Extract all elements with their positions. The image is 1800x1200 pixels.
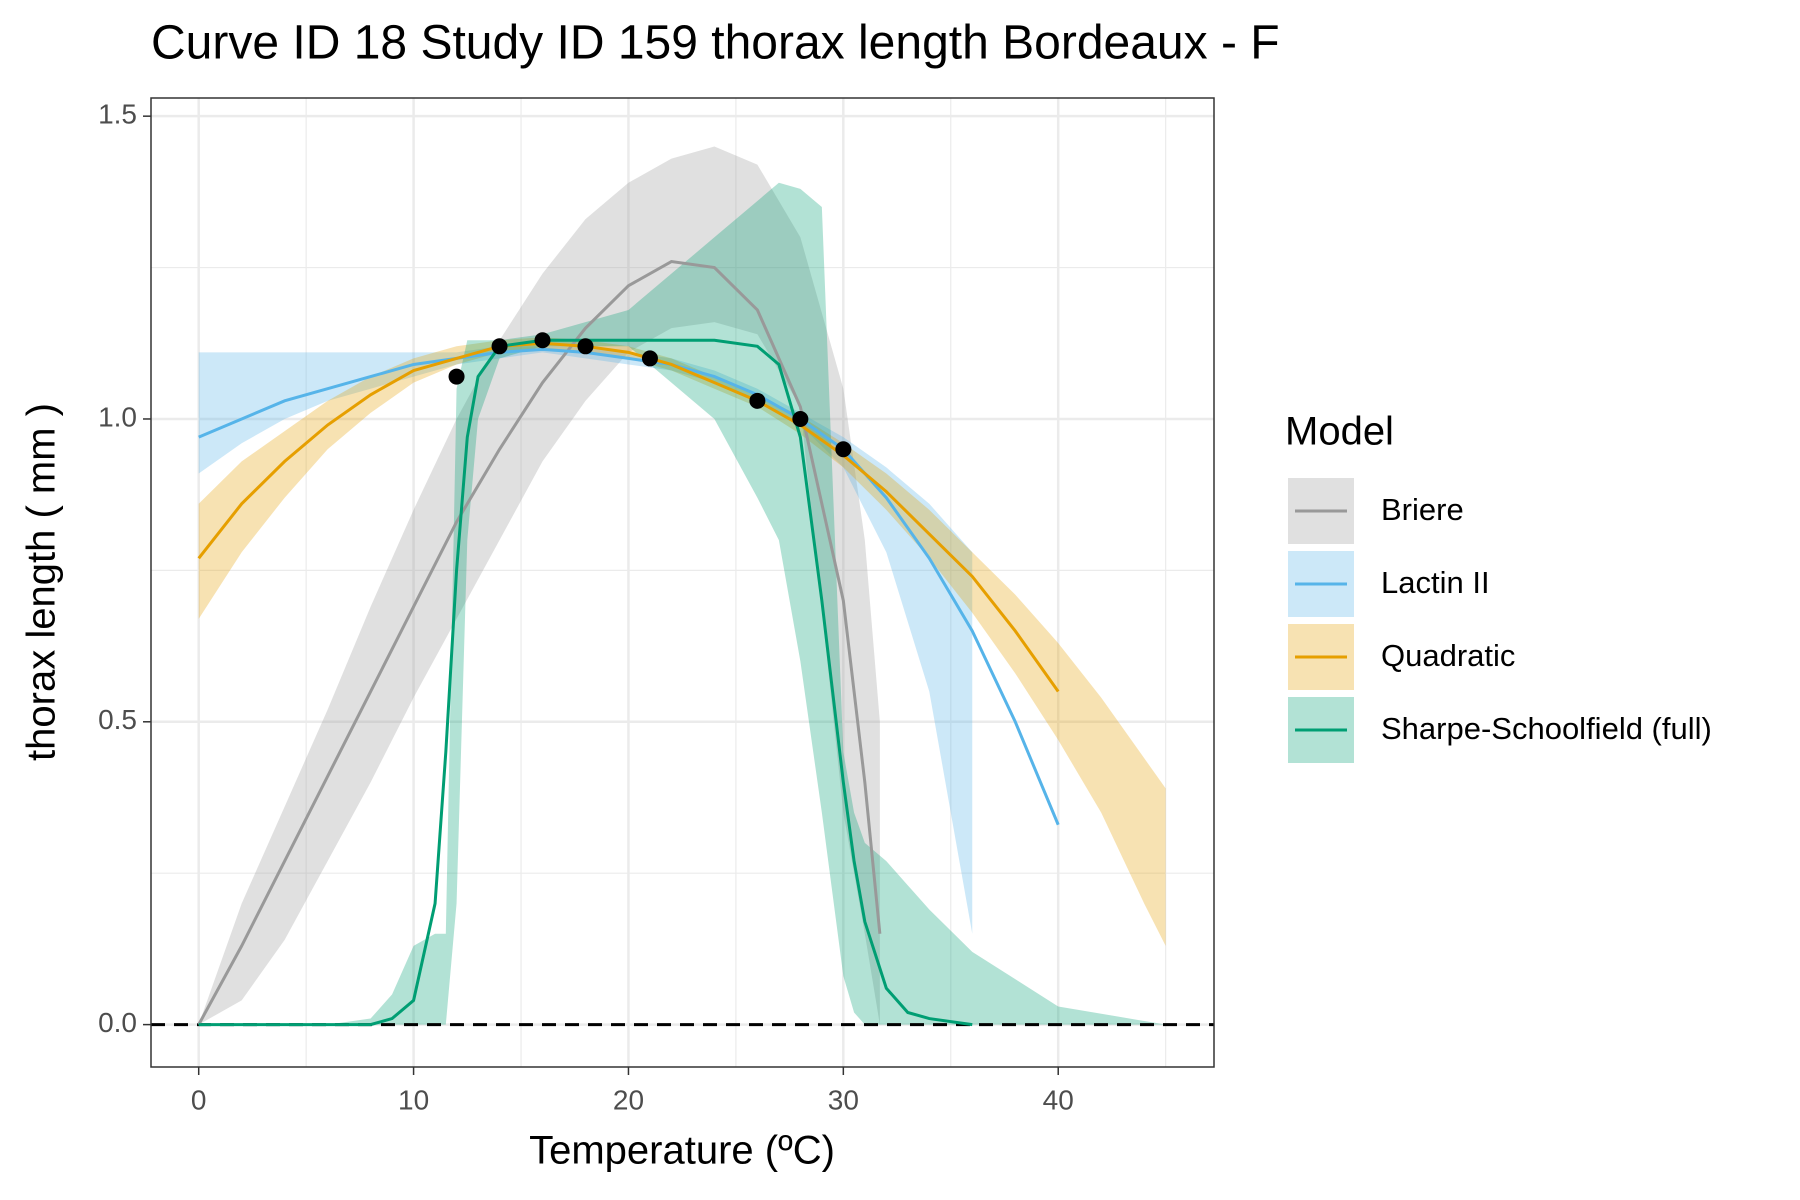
confidence-ribbon [198,182,1166,1025]
confidence-ribbon [198,146,880,1025]
y-tick-label: 1.5 [98,99,137,130]
y-tick-label: 0.0 [98,1007,137,1038]
legend-label: Lactin II [1381,565,1490,600]
data-point [792,410,809,427]
data-point [749,392,766,409]
legend-label: Briere [1381,492,1464,527]
data-point [448,368,465,385]
data-point [835,441,852,458]
data-point [577,338,594,355]
chart-title: Curve ID 18 Study ID 159 thorax length B… [151,17,1280,70]
x-axis-title: Temperature (ºC) [529,1129,835,1173]
legend-label: Sharpe-Schoolfield (full) [1381,711,1712,746]
data-point [641,350,658,367]
x-tick-label: 30 [828,1084,859,1115]
plot-area [151,146,1214,1027]
x-tick-label: 20 [613,1084,644,1115]
legend-title: Model [1285,410,1394,454]
fit-line [197,341,1060,693]
data-point [534,332,551,349]
legend: Briere Lactin II Quadratic Sharpe-Schoolfie… [1288,478,1712,763]
y-axis-title: thorax length ( mm ) [20,403,64,761]
fit-line [198,347,1060,826]
fit-line [197,259,882,1026]
x-tick-label: 10 [398,1084,429,1115]
panel-border [150,97,1215,1068]
axes: 0 10 20 30 40 0.0 0.5 1.0 1.5 [98,99,1074,1116]
y-tick-label: 1.0 [98,401,137,432]
x-tick-label: 40 [1043,1084,1074,1115]
y-tick-label: 0.5 [98,704,137,735]
x-tick-label: 0 [191,1084,207,1115]
legend-label: Quadratic [1381,638,1515,673]
data-point [491,338,508,355]
